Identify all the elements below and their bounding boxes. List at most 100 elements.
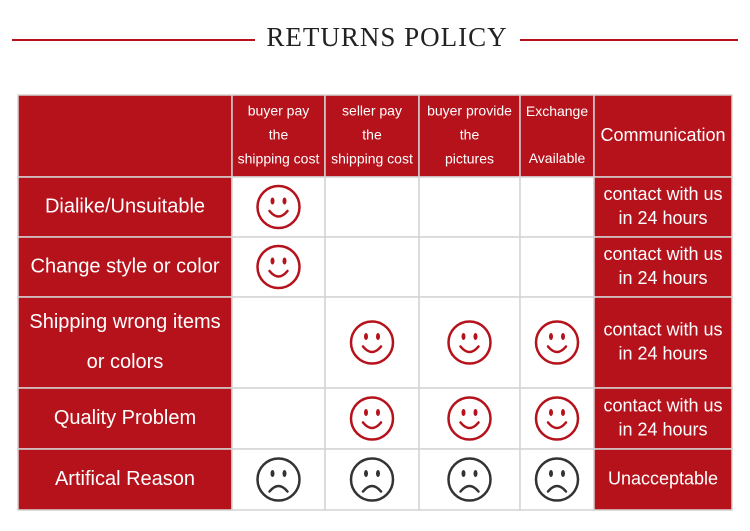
- eye: [364, 333, 368, 340]
- face: [256, 244, 301, 290]
- red-cell: [17, 387, 233, 450]
- eye: [282, 257, 287, 265]
- column-header: shipping cost: [238, 151, 320, 167]
- communication: contact with us: [603, 244, 722, 264]
- face: [256, 184, 301, 230]
- face: [534, 457, 580, 502]
- row-label: Change style or color: [31, 255, 220, 277]
- frown-icon: [349, 457, 395, 502]
- eye: [461, 470, 466, 477]
- column-header: shipping cost: [331, 151, 413, 167]
- column-header: seller pay: [342, 103, 402, 119]
- smile-icon: [534, 320, 580, 365]
- red-cell: [418, 94, 521, 178]
- red-cell: [593, 296, 733, 389]
- eye: [461, 409, 466, 416]
- title: RETURNS POLICY: [266, 22, 507, 52]
- eye: [473, 409, 478, 416]
- red-cell: [17, 176, 233, 238]
- eye: [473, 333, 478, 340]
- white-cell: [418, 296, 521, 389]
- eye: [549, 409, 553, 416]
- eye: [376, 409, 380, 416]
- mouth: [268, 269, 289, 278]
- face: [349, 396, 395, 441]
- face: [447, 457, 492, 502]
- white-cell: [231, 296, 326, 389]
- red-cell: [593, 448, 733, 511]
- eye: [282, 197, 287, 205]
- frown-icon: [447, 457, 492, 502]
- white-cell: [324, 236, 420, 298]
- mouth: [546, 421, 568, 430]
- column-header: Exchange: [526, 103, 588, 119]
- communication: contact with us: [603, 395, 722, 415]
- eye: [376, 470, 380, 477]
- smile-icon: [534, 396, 580, 441]
- face: [349, 457, 395, 502]
- white-cell: [418, 176, 521, 238]
- eye: [364, 470, 368, 477]
- red-cell: [324, 94, 420, 178]
- eye: [364, 409, 368, 416]
- communication: in 24 hours: [618, 208, 707, 228]
- frown-icon: [256, 457, 301, 502]
- white-cell: [231, 387, 326, 450]
- communication: in 24 hours: [618, 343, 707, 363]
- mouth: [361, 484, 383, 493]
- eye: [549, 470, 553, 477]
- face: [447, 396, 492, 441]
- eye: [282, 470, 287, 477]
- communication: in 24 hours: [618, 419, 707, 439]
- eye: [549, 333, 553, 340]
- mouth: [546, 345, 568, 354]
- column-header: the: [362, 127, 382, 143]
- row-label: Artifical Reason: [55, 468, 195, 490]
- face: [447, 320, 492, 365]
- smile-icon: [447, 320, 492, 365]
- column-header: the: [269, 127, 289, 143]
- red-cell: [593, 94, 733, 178]
- mouth: [459, 484, 480, 493]
- face: [534, 396, 580, 441]
- mouth: [546, 484, 568, 493]
- column-header: buyer pay: [248, 103, 309, 119]
- column-header: Available: [529, 150, 586, 166]
- red-cell: [519, 94, 595, 178]
- red-cell: [231, 94, 326, 178]
- eye: [561, 409, 565, 416]
- mouth: [268, 484, 289, 493]
- row-label: or colors: [87, 351, 164, 373]
- white-cell: [324, 296, 420, 389]
- face: [256, 457, 301, 502]
- eye: [270, 470, 275, 477]
- communication: contact with us: [603, 184, 722, 204]
- mouth: [459, 421, 480, 430]
- mouth: [361, 345, 383, 354]
- white-cell: [519, 296, 595, 389]
- column-header: Communication: [600, 125, 725, 145]
- eye: [473, 470, 478, 477]
- frown-icon: [534, 457, 580, 502]
- column-header: buyer provide: [427, 103, 512, 119]
- eye: [270, 197, 275, 205]
- column-header: pictures: [445, 151, 494, 167]
- face: [534, 320, 580, 365]
- communication: in 24 hours: [618, 268, 707, 288]
- row-label: Quality Problem: [54, 407, 196, 429]
- white-cell: [418, 236, 521, 298]
- eye: [561, 333, 565, 340]
- smile-icon: [256, 244, 301, 290]
- white-cell: [324, 176, 420, 238]
- column-header: the: [460, 127, 480, 143]
- mouth: [268, 209, 289, 218]
- red-cell: [17, 94, 233, 178]
- white-cell: [519, 176, 595, 238]
- eye: [461, 333, 466, 340]
- communication: Unacceptable: [608, 468, 718, 488]
- smile-icon: [447, 396, 492, 441]
- white-cell: [519, 236, 595, 298]
- eye: [561, 470, 565, 477]
- smile-icon: [349, 396, 395, 441]
